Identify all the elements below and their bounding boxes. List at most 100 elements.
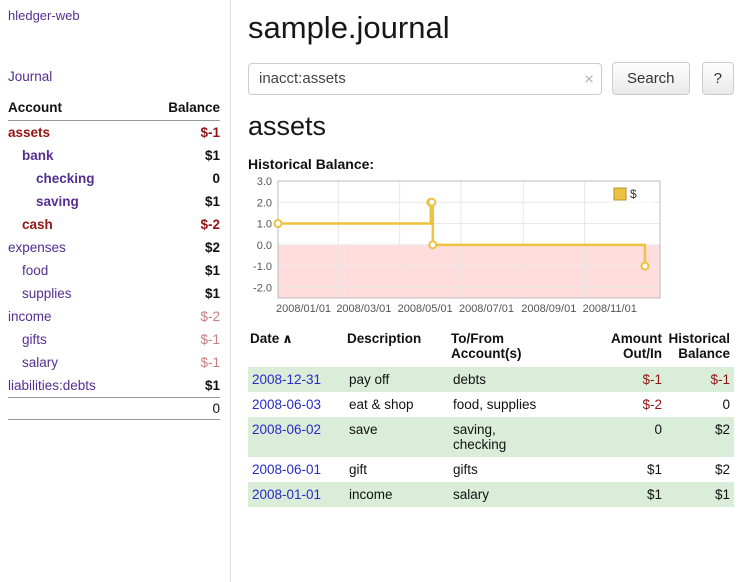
- page-title: sample.journal: [248, 10, 450, 45]
- main-content: sample.journal × Search ? assets Histori…: [231, 0, 742, 582]
- transaction-date-link[interactable]: 2008-12-31: [252, 372, 322, 387]
- legend-label: $: [630, 187, 637, 201]
- account-name-cell: cash: [8, 213, 141, 236]
- account-row: income $-2: [8, 305, 220, 328]
- search-row: × Search ?: [248, 62, 734, 95]
- transaction-balance: $2: [714, 422, 730, 437]
- x-tick-label: 2008/03/01: [336, 303, 391, 315]
- account-name-cell: gifts: [8, 328, 141, 351]
- transaction-amount: 0: [654, 422, 662, 437]
- account-name-cell: assets: [8, 121, 141, 145]
- account-balance: $-1: [200, 332, 220, 347]
- transaction-description: save: [349, 422, 378, 437]
- account-link[interactable]: income: [8, 309, 52, 324]
- register-header-row: Date ∧ Description To/From Account(s) Amo…: [248, 329, 734, 367]
- account-name-cell: expenses: [8, 236, 141, 259]
- transaction-description: pay off: [349, 372, 390, 387]
- accounts-total-spacer: [8, 397, 142, 420]
- account-name-cell: supplies: [8, 282, 141, 305]
- account-table-body: assets $-1 bank $1 checking 0 saving $1 …: [8, 121, 220, 398]
- accounts-header-row: Account Balance: [8, 100, 220, 121]
- transaction-accounts: saving, checking: [453, 422, 507, 452]
- account-link[interactable]: food: [22, 263, 49, 278]
- transaction-date-cell: 2008-06-02: [248, 417, 345, 457]
- account-balance: $1: [204, 194, 220, 209]
- account-row: gifts $-1: [8, 328, 220, 351]
- transaction-date-cell: 2008-06-03: [248, 392, 345, 417]
- data-point-marker: [427, 197, 437, 207]
- chart-canvas: 3.0 2.0 1.0 0.0 -1.0 -2.0 2008/01/01 2008/03/01…: [253, 176, 661, 315]
- account-balance: $2: [204, 240, 220, 255]
- help-button[interactable]: ?: [701, 62, 734, 95]
- accounts-total-value: 0: [141, 397, 220, 420]
- account-name-cell: checking: [8, 167, 141, 190]
- chart-title: Historical Balance:: [248, 156, 375, 172]
- account-link[interactable]: saving: [36, 194, 79, 209]
- transaction-accounts: debts: [453, 372, 487, 387]
- transaction-balance: $-1: [710, 372, 730, 387]
- transaction-description: gift: [349, 462, 368, 477]
- transaction-date-link[interactable]: 2008-01-01: [252, 487, 322, 502]
- transaction-date-cell: 2008-06-01: [248, 457, 345, 482]
- data-point-marker: [428, 240, 438, 250]
- search-input[interactable]: [248, 62, 602, 95]
- clear-search-icon[interactable]: ×: [584, 69, 594, 88]
- data-point-marker: [273, 219, 283, 229]
- register-table: Date ∧ Description To/From Account(s) Amo…: [248, 329, 734, 507]
- y-tick-label: 3.0: [257, 176, 272, 188]
- account-link[interactable]: cash: [22, 217, 53, 232]
- account-link[interactable]: salary: [22, 355, 59, 370]
- account-row: liabilities:debts $1: [8, 374, 220, 398]
- account-link[interactable]: expenses: [8, 240, 66, 255]
- col-balance-header: Historical Balance: [668, 331, 730, 361]
- register-row: 2008-01-01 income salary $1 $1: [248, 482, 734, 507]
- y-tick-label: -1.0: [253, 261, 272, 273]
- app-title-link[interactable]: hledger-web: [8, 8, 80, 23]
- accounts-header-account: Account: [8, 100, 142, 121]
- account-row: checking 0: [8, 167, 220, 190]
- negative-region: [278, 244, 660, 298]
- transaction-date-link[interactable]: 2008-06-02: [252, 422, 322, 437]
- col-accounts-header: To/From Account(s): [451, 331, 522, 361]
- col-amount-header: Amount Out/In: [611, 331, 662, 361]
- x-tick-label: 2008/07/01: [459, 303, 514, 315]
- accounts-total-row: 0: [8, 397, 220, 420]
- account-name-cell: salary: [8, 351, 141, 374]
- transaction-date-link[interactable]: 2008-06-01: [252, 462, 322, 477]
- y-tick-label: 0.0: [257, 240, 272, 252]
- transaction-amount: $1: [646, 487, 662, 502]
- legend-swatch: [613, 187, 627, 201]
- account-row: supplies $1: [8, 282, 220, 305]
- x-tick-label: 2008/05/01: [398, 303, 453, 315]
- account-heading: assets: [248, 111, 327, 141]
- account-row: assets $-1: [8, 121, 220, 145]
- sidebar: hledger-web Journal Account Balance asse…: [0, 0, 231, 582]
- account-link[interactable]: assets: [8, 125, 51, 140]
- account-balance: $-2: [200, 217, 220, 232]
- account-row: cash $-2: [8, 213, 220, 236]
- transaction-description: income: [349, 487, 393, 502]
- col-date-label: Date: [250, 331, 280, 346]
- col-date-header[interactable]: Date ∧: [248, 329, 345, 367]
- search-box: ×: [248, 62, 602, 95]
- account-link[interactable]: checking: [36, 171, 95, 186]
- transaction-accounts: salary: [453, 487, 490, 502]
- account-name-cell: income: [8, 305, 141, 328]
- account-link[interactable]: supplies: [22, 286, 72, 301]
- search-button[interactable]: Search: [612, 62, 690, 95]
- register-row: 2008-06-02 save saving, checking 0 $2: [248, 417, 734, 457]
- transaction-date-cell: 2008-01-01: [248, 482, 345, 507]
- account-link[interactable]: bank: [22, 148, 54, 163]
- x-tick-label: 2008/11/01: [583, 303, 637, 315]
- account-row: expenses $2: [8, 236, 220, 259]
- account-balance: 0: [212, 171, 220, 186]
- accounts-header-balance: Balance: [141, 100, 220, 121]
- account-balance: $1: [204, 378, 220, 393]
- transaction-date-link[interactable]: 2008-06-03: [252, 397, 322, 412]
- accounts-table: Account Balance assets $-1 bank $1 check…: [8, 100, 220, 420]
- account-link[interactable]: gifts: [22, 332, 47, 347]
- nav-journal-link[interactable]: Journal: [8, 69, 53, 84]
- sort-asc-icon: ∧: [282, 331, 293, 346]
- account-link[interactable]: liabilities:debts: [8, 378, 96, 393]
